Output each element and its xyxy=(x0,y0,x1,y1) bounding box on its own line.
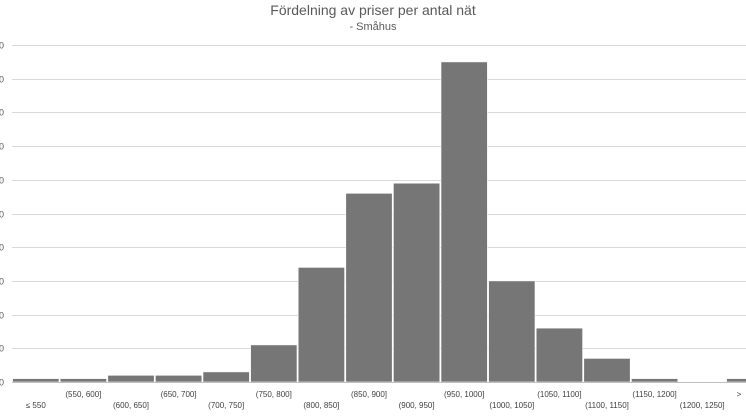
bar xyxy=(202,371,250,383)
chart-subtitle: - Småhus xyxy=(349,21,397,33)
bar xyxy=(631,378,679,383)
y-tick-label: 0 xyxy=(0,75,4,85)
y-tick-label: 0 xyxy=(0,311,4,321)
x-tick-label: (700, 750] xyxy=(208,401,244,410)
x-tick-label: (850, 900] xyxy=(351,390,387,399)
chart-title: Fördelning av priser per antal nät xyxy=(270,2,476,18)
bar xyxy=(59,378,107,383)
bar xyxy=(12,378,60,383)
gridlines xyxy=(12,45,746,349)
x-tick-label: (1200, 1250] xyxy=(680,401,725,410)
x-tick-label: (900, 950] xyxy=(399,401,435,410)
bar xyxy=(488,280,536,383)
y-tick-label: 0 xyxy=(0,142,4,152)
bar xyxy=(250,344,298,383)
y-axis-tick-labels: 0 0 0 0 0 0 0 0 0 0 0 xyxy=(0,41,4,388)
y-tick-label: 0 xyxy=(0,41,4,51)
y-tick-label: 0 xyxy=(0,277,4,287)
x-tick-label: (800, 850] xyxy=(303,401,339,410)
bar xyxy=(155,374,203,383)
x-tick-label: (600, 650] xyxy=(113,401,149,410)
y-tick-label: 0 xyxy=(0,243,4,253)
bar xyxy=(535,327,583,383)
x-tick-label: (1050, 1100] xyxy=(537,390,581,399)
x-tick-label: (650, 700] xyxy=(161,390,197,399)
x-tick-label: > xyxy=(737,390,742,399)
x-tick-label: (1000, 1050] xyxy=(489,401,534,410)
bar xyxy=(583,358,631,383)
bar xyxy=(297,267,345,383)
x-axis-tick-labels: ≤ 550 (550, 600] (600, 650] (650, 700] (700,… xyxy=(26,390,742,410)
bar xyxy=(440,61,488,383)
x-tick-label: (1150, 1200] xyxy=(632,390,676,399)
y-tick-label: 0 xyxy=(0,378,4,388)
x-tick-label: (950, 1000] xyxy=(444,390,484,399)
y-tick-label: 0 xyxy=(0,176,4,186)
x-tick-label: (1100, 1150] xyxy=(585,401,629,410)
y-tick-label: 0 xyxy=(0,344,4,354)
bar xyxy=(726,378,746,383)
y-tick-label: 0 xyxy=(0,108,4,118)
bar xyxy=(107,374,155,383)
bar xyxy=(393,182,441,383)
x-tick-label: ≤ 550 xyxy=(26,401,47,410)
x-tick-label: (750, 800] xyxy=(256,390,292,399)
bar xyxy=(345,193,393,383)
x-tick-label: (550, 600] xyxy=(65,390,101,399)
y-tick-label: 0 xyxy=(0,210,4,220)
bars xyxy=(12,61,746,383)
